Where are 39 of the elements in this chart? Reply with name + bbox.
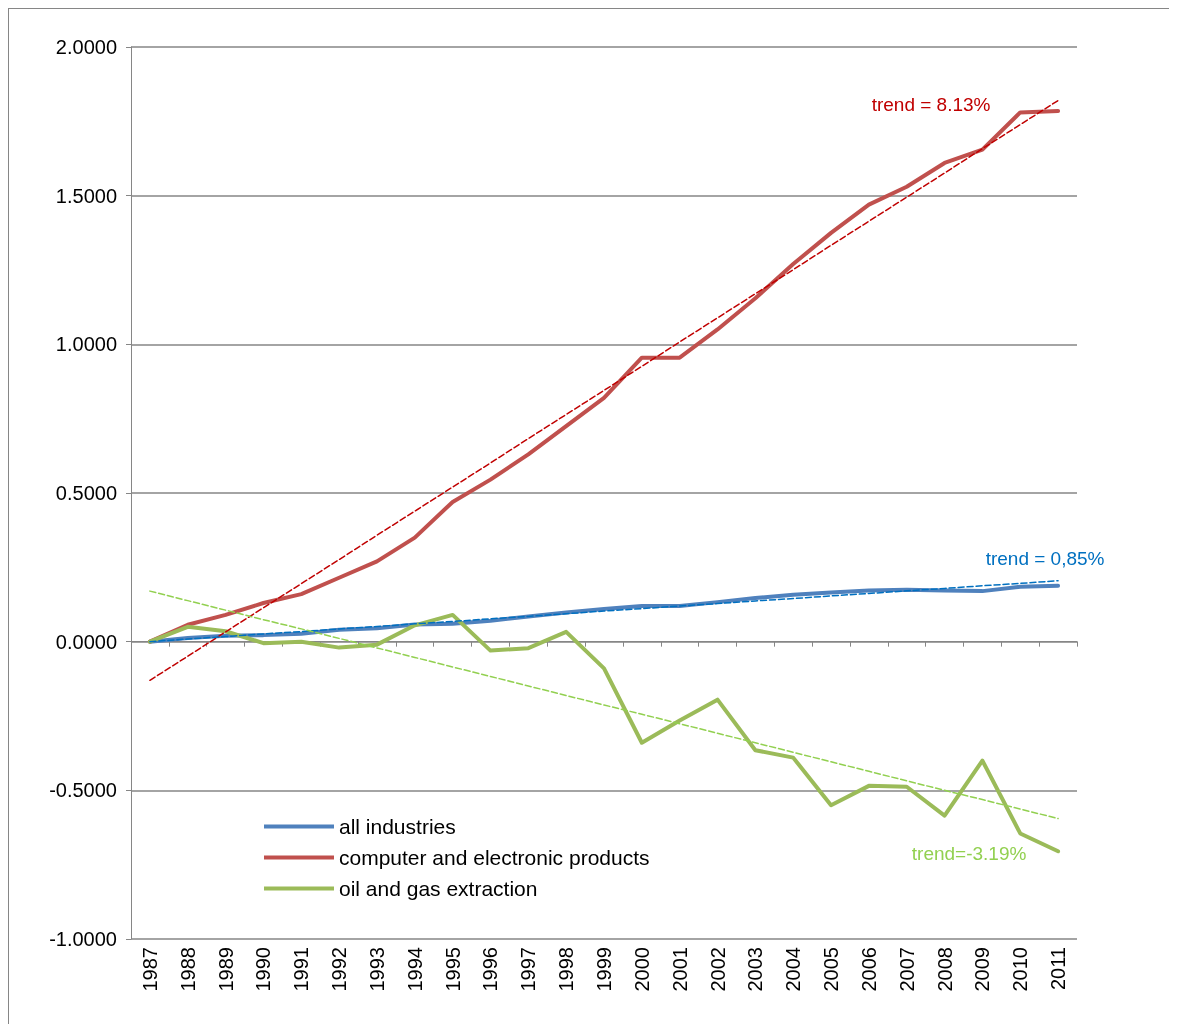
x-tick-label: 2008 xyxy=(933,947,956,992)
x-tick-label: 2010 xyxy=(1009,947,1032,992)
x-tick-label: 1993 xyxy=(365,947,388,992)
x-tick-label: 1998 xyxy=(555,947,578,992)
y-tick-label: 1.0000 xyxy=(55,333,117,356)
x-tick-label: 2011 xyxy=(1047,947,1070,991)
x-tick-label: 2009 xyxy=(971,947,994,992)
x-tick-label: 2003 xyxy=(744,947,767,992)
legend-label: computer and electronic products xyxy=(339,846,650,869)
y-tick-label: 0.0000 xyxy=(55,630,117,653)
x-tick-label: 2001 xyxy=(668,947,691,992)
legend-label: oil and gas extraction xyxy=(339,877,538,900)
x-tick-label: 1999 xyxy=(593,947,615,992)
x-tick-label: 1994 xyxy=(403,947,426,992)
line-series xyxy=(149,590,1059,820)
y-tick-label: 1.5000 xyxy=(55,184,117,207)
annotation: trend = 0,85% xyxy=(985,548,1105,570)
x-tick-label: 2007 xyxy=(895,947,918,992)
annotation: trend = 8.13% xyxy=(871,94,991,116)
x-tick-label: 1989 xyxy=(214,947,237,992)
y-tick-label: -0.5000 xyxy=(49,779,117,802)
y-tick-label: 2.0000 xyxy=(55,36,117,58)
x-tick-label: 1987 xyxy=(138,947,161,992)
x-tick-label: 2006 xyxy=(857,947,880,992)
y-tick-label: -1.0000 xyxy=(49,928,117,950)
x-tick-label: 2005 xyxy=(820,947,843,992)
legend-label: all industries xyxy=(339,815,456,838)
x-tick-label: 1996 xyxy=(479,947,502,992)
x-tick-label: 1988 xyxy=(176,947,199,992)
x-tick-label: 2002 xyxy=(706,947,729,992)
annotation: trend=-3.19% xyxy=(911,843,1027,865)
x-tick-label: 1991 xyxy=(290,947,313,992)
x-tick-label: 1992 xyxy=(328,947,351,992)
x-tick-label: 1995 xyxy=(441,947,464,992)
x-tick-label: 1990 xyxy=(252,947,275,992)
y-tick-label: 0.5000 xyxy=(55,482,117,504)
x-tick-label: 1997 xyxy=(517,947,540,992)
x-tick-label: 2004 xyxy=(782,947,805,992)
x-tick-label: 2000 xyxy=(630,947,653,992)
